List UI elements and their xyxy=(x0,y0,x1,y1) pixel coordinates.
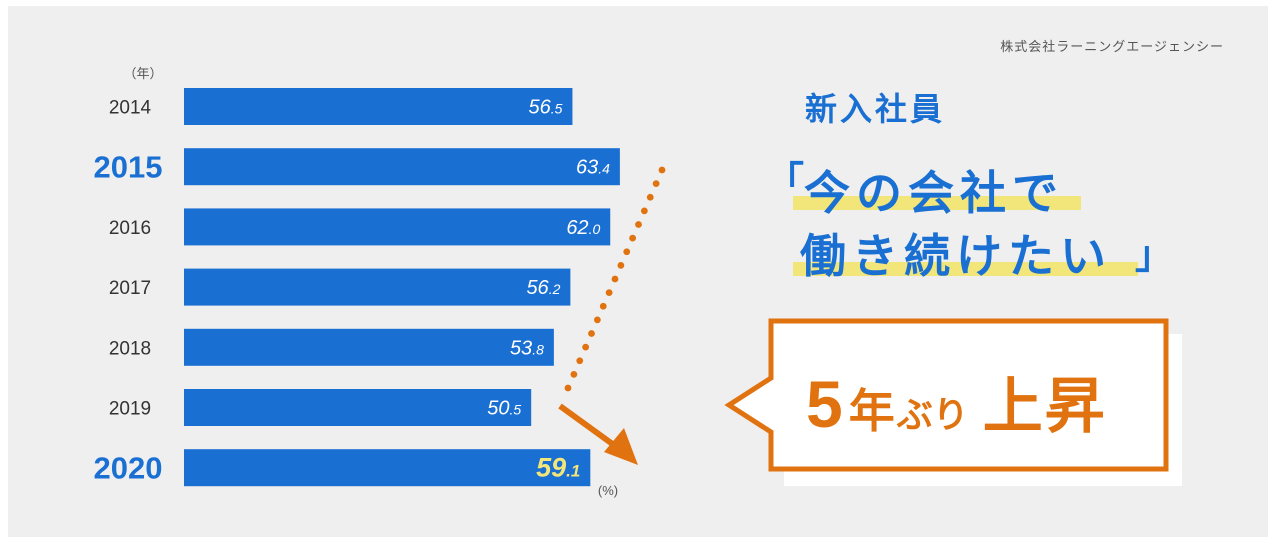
year-label-2015: 2015 xyxy=(94,150,163,185)
value-label-2014: 56.5 xyxy=(529,97,563,119)
trend-arrow-head xyxy=(604,428,638,465)
trend-dot xyxy=(582,343,590,351)
callout-number: 5 xyxy=(806,367,843,441)
value-label-2019: 50.5 xyxy=(487,398,521,420)
trend-dot xyxy=(629,234,637,242)
callout-text: 5 年 ぶり 上昇 xyxy=(806,358,1176,458)
quote-open: 「 xyxy=(766,159,805,203)
trend-dot xyxy=(635,221,642,228)
value-label-2017: 56.2 xyxy=(526,277,560,299)
quote-line-1: 今の会社で xyxy=(804,166,1064,220)
headline: 新入社員 xyxy=(805,90,946,128)
y-unit-label: （年） xyxy=(123,67,162,82)
trend-arrow-shaft xyxy=(558,403,620,451)
quote-close: 」 xyxy=(1135,233,1174,277)
trend-dot xyxy=(652,180,660,188)
bar-2016 xyxy=(184,208,611,246)
callout-since: ぶり xyxy=(896,395,969,436)
trend-dot xyxy=(658,166,666,174)
bar-2017 xyxy=(184,268,571,306)
bar-2014 xyxy=(184,88,573,125)
trend-dot xyxy=(599,302,607,310)
trend-dot xyxy=(611,275,619,283)
year-label-2018: 2018 xyxy=(109,338,151,359)
year-label-2020: 2020 xyxy=(94,451,163,486)
year-label-2014: 2014 xyxy=(109,98,152,119)
value-label-2020: 59.1 xyxy=(536,453,580,483)
trend-dot xyxy=(593,316,601,324)
bar-2020 xyxy=(184,449,591,487)
trend-dot xyxy=(564,384,572,392)
trend-dot xyxy=(605,289,613,297)
value-label-2016: 62.0 xyxy=(566,217,600,239)
bar-2018 xyxy=(184,328,554,366)
trend-dot xyxy=(640,207,648,215)
highlight-line1 xyxy=(793,196,1081,210)
trend-dot xyxy=(576,357,584,365)
highlight-line2 xyxy=(793,262,1138,276)
value-label-2018: 53.8 xyxy=(510,337,544,359)
bar-2019 xyxy=(184,389,532,426)
callout-year: 年 xyxy=(848,384,895,438)
trend-dot xyxy=(646,193,654,201)
value-label-2015: 63.4 xyxy=(576,157,610,179)
callout-rise: 上昇 xyxy=(982,372,1107,442)
trend-dot xyxy=(617,261,625,269)
quote-line-2: 働き続けたい xyxy=(800,229,1112,283)
year-label-2016: 2016 xyxy=(109,218,151,239)
trend-dot xyxy=(588,330,595,337)
year-label-2019: 2019 xyxy=(109,399,151,420)
trend-dot xyxy=(623,248,631,256)
bar-2015 xyxy=(184,148,620,186)
trend-dot xyxy=(570,370,578,378)
source-credit: 株式会社ラーニングエージェンシー xyxy=(1000,40,1224,55)
year-label-2017: 2017 xyxy=(109,278,151,299)
x-unit-label: (%) xyxy=(598,483,618,498)
